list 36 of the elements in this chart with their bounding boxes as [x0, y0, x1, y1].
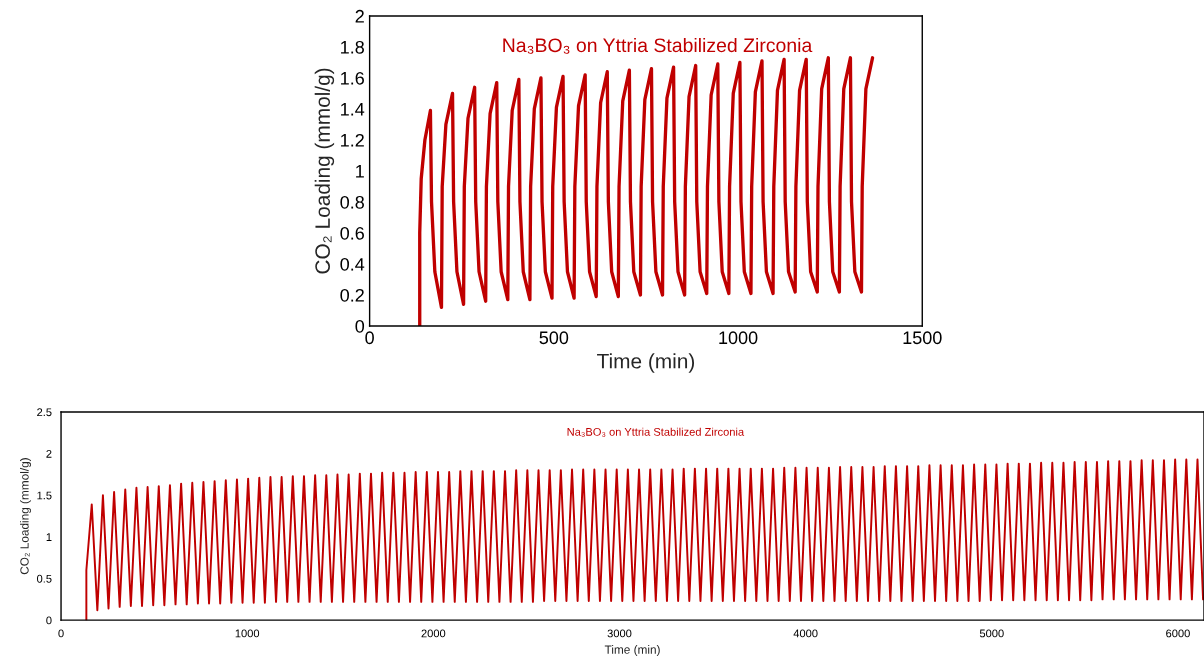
x-tick-label: 5000: [979, 629, 1004, 638]
x-tick-label: 1500: [903, 331, 942, 345]
y-tick-label: 1.5: [37, 491, 52, 500]
y-tick-label: 2: [46, 449, 52, 458]
x-tick-label: 1000: [235, 629, 260, 638]
y-tick-label: 0.6: [340, 226, 364, 240]
y-tick-label: 1.4: [341, 103, 365, 116]
x-tick-label: 3000: [607, 629, 632, 638]
x-axis-title: Time (min): [604, 645, 660, 657]
y-tick-label: 0.2: [340, 288, 364, 302]
text: Na₃BO₃ on Yttria Stabilized Zirconia: [567, 427, 745, 437]
y-tick-label: 1: [356, 165, 364, 178]
y-tick-label: 0.8: [340, 195, 364, 209]
y-tick-label: 1.8: [341, 40, 364, 54]
y-tick-label: 2: [355, 9, 364, 23]
x-axis-title: Time (min): [597, 353, 695, 373]
x-tick-label: 4000: [793, 629, 818, 638]
y-tick-label: 0: [355, 319, 365, 333]
y-tick-label: 1: [46, 533, 52, 541]
y-axis-title: CO₂ Loading (mmol/g): [314, 68, 335, 274]
y-axis-title: CO₂ Loading (mmol/g): [20, 458, 32, 575]
y-tick-label: 0: [46, 616, 52, 625]
x-tick-label: 6000: [1166, 629, 1190, 638]
x-tick-label: 0: [58, 629, 64, 638]
x-tick-label: 1000: [719, 331, 758, 345]
x-tick-label: 500: [539, 331, 569, 345]
y-tick-label: 2.5: [37, 408, 52, 417]
x-tick-label: 0: [365, 331, 374, 345]
y-tick-label: 1.6: [341, 71, 364, 85]
line-series: [418, 56, 875, 327]
line-series: [85, 458, 1204, 621]
y-tick-label: 1.2: [341, 133, 364, 147]
x-tick-label: 2000: [421, 629, 446, 638]
y-tick-label: 0.5: [37, 574, 52, 583]
y-tick-label: 0.4: [340, 257, 365, 271]
text: Na₃BO₃ on Yttria Stabilized Zirconia: [503, 37, 813, 54]
